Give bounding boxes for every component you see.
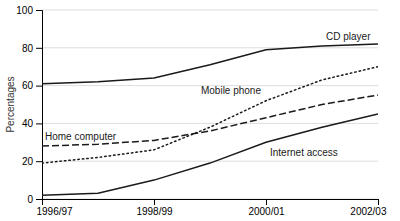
grid-line: [42, 123, 378, 124]
y-tick-label: 80: [22, 43, 34, 54]
y-tick: 0: [27, 194, 42, 205]
x-tick-mark: [42, 199, 43, 205]
y-tick-label: 60: [22, 80, 34, 91]
x-tick-mark: [154, 199, 155, 205]
y-tick-label: 40: [22, 118, 34, 129]
y-tick-mark: [36, 86, 42, 87]
x-tick: 1996/97: [37, 199, 74, 217]
series-line: [42, 67, 378, 163]
chart: 0 20 40 60 80 100 1996/97 1998/99 2000/01 2002/03…: [0, 0, 400, 221]
y-tick: 40: [22, 118, 42, 129]
x-tick: 1998/99: [136, 199, 173, 217]
x-tick-mark: [266, 199, 267, 205]
grid-line: [42, 161, 378, 162]
plot: 0 20 40 60 80 100 1996/97 1998/99 2000/01 2002/03…: [16, 5, 387, 217]
y-tick-label: 100: [16, 5, 33, 16]
series-line: [42, 95, 378, 146]
y-tick: 100: [16, 5, 42, 16]
x-tick-label: 1998/99: [136, 206, 173, 217]
y-tick: 80: [22, 43, 42, 54]
y-tick-mark: [36, 161, 42, 162]
y-tick-label: 0: [27, 194, 33, 205]
y-tick-mark: [36, 10, 42, 11]
y-tick-mark: [36, 123, 42, 124]
y-tick-label: 20: [22, 156, 34, 167]
series-label: CD player: [326, 31, 371, 42]
lines: [42, 44, 378, 195]
x-tick: 2002/03: [350, 199, 387, 217]
y-axis: 0 20 40 60 80 100: [16, 5, 42, 205]
x-tick-label: 1996/97: [37, 206, 74, 217]
x-tick-mark: [378, 199, 379, 205]
series-line: [42, 44, 378, 84]
x-tick-label: 2002/03: [350, 206, 387, 217]
y-tick-mark: [36, 48, 42, 49]
y-tick-mark: [36, 199, 42, 200]
series-labels: CD player Mobile phone Home computer Intern…: [45, 31, 371, 158]
series-line: [42, 114, 378, 195]
y-axis-title: Percentages: [5, 76, 16, 132]
x-tick: 2000/01: [248, 199, 285, 217]
x-tick-label: 2000/01: [248, 206, 285, 217]
y-axis-line: [36, 11, 43, 200]
grid-line: [42, 47, 378, 48]
grid: [42, 10, 378, 199]
x-axis-line: [43, 200, 379, 206]
y-tick: 20: [22, 156, 42, 167]
y-tick: 60: [22, 80, 42, 91]
series-label: Home computer: [45, 131, 117, 142]
x-axis: 1996/97 1998/99 2000/01 2002/03: [37, 199, 387, 217]
series-label: Internet access: [270, 147, 338, 158]
series-label: Mobile phone: [201, 85, 261, 96]
grid-line: [42, 10, 378, 11]
